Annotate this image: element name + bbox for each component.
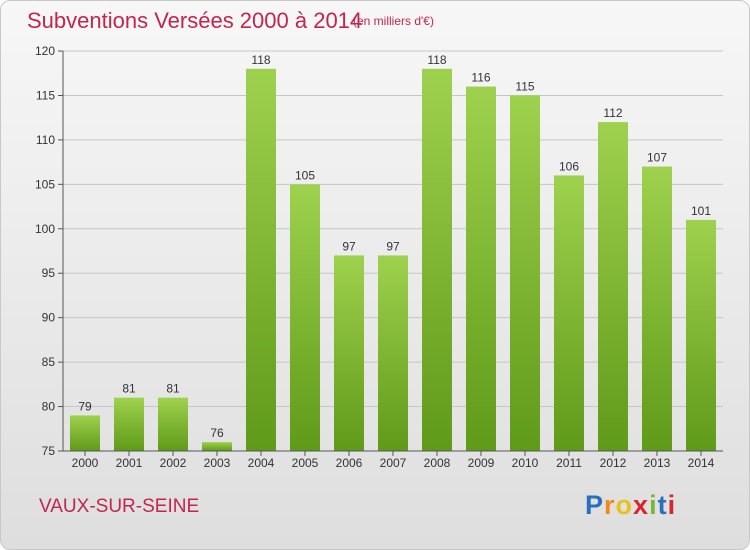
y-tick-label: 95 — [42, 266, 56, 280]
bar — [246, 68, 276, 452]
bar — [642, 166, 672, 452]
x-tick-label: 2000 — [72, 456, 99, 470]
y-tick-label: 100 — [35, 222, 55, 236]
y-tick-label: 110 — [36, 133, 55, 147]
x-tick-label: 2013 — [644, 456, 671, 470]
bar — [510, 95, 540, 451]
bar — [290, 184, 320, 452]
proxiti-logo: Proxiti — [585, 490, 676, 521]
data-label: 81 — [166, 382, 180, 396]
data-label: 101 — [691, 204, 711, 218]
data-label: 76 — [210, 426, 224, 440]
logo-letter: x — [633, 490, 650, 520]
axes — [58, 50, 723, 456]
x-tick-label: 2002 — [160, 456, 187, 470]
x-tick-label: 2005 — [292, 456, 319, 470]
bar — [70, 415, 100, 451]
x-tick-label: 2007 — [380, 456, 407, 470]
data-label: 79 — [78, 399, 92, 413]
x-tick-label: 2012 — [600, 456, 627, 470]
data-label: 116 — [471, 71, 490, 85]
logo-letter: o — [615, 490, 634, 520]
x-tick-label: 2010 — [512, 456, 539, 470]
bar — [598, 122, 628, 451]
labels: 75 80 85 90 95 100 105 110 115 120 79 2000 81 2001 81 2… — [35, 44, 715, 470]
chart-title: Subventions Versées 2000 à 2014 — [27, 8, 363, 33]
x-tick-label: 2014 — [688, 456, 715, 470]
x-tick-label: 2008 — [424, 456, 451, 470]
bar — [554, 175, 584, 451]
y-tick-label: 90 — [42, 311, 56, 325]
logo-letter: i — [649, 490, 658, 520]
data-label: 107 — [647, 151, 667, 165]
logo-letter: t — [657, 490, 668, 520]
y-tick-label: 85 — [42, 355, 56, 369]
y-tick-label: 75 — [42, 444, 56, 458]
bars — [70, 68, 716, 452]
bar — [334, 255, 364, 451]
x-tick-label: 2011 — [556, 456, 582, 470]
logo-letter: r — [604, 490, 616, 520]
x-tick-label: 2003 — [204, 456, 231, 470]
logo-letter: i — [667, 490, 677, 520]
y-tick-label: 115 — [36, 88, 55, 102]
data-label: 112 — [603, 106, 622, 120]
bar — [202, 442, 232, 451]
logo-letter: P — [585, 490, 605, 520]
data-label: 105 — [295, 168, 315, 182]
data-label: 115 — [515, 79, 534, 93]
y-tick-label: 120 — [35, 44, 55, 58]
data-label: 97 — [386, 239, 400, 253]
bar — [686, 219, 716, 451]
bar — [378, 255, 408, 451]
bar — [114, 397, 144, 451]
data-label: 118 — [427, 53, 446, 67]
y-tick-label: 105 — [35, 177, 55, 191]
data-label: 106 — [559, 159, 579, 173]
data-label: 118 — [251, 53, 270, 67]
data-label: 97 — [342, 239, 356, 253]
x-tick-label: 2004 — [248, 456, 275, 470]
x-tick-label: 2006 — [336, 456, 363, 470]
y-tick-label: 80 — [42, 400, 56, 414]
commune-name: VAUX-SUR-SEINE — [39, 496, 200, 517]
bar — [158, 397, 188, 451]
data-label: 81 — [122, 382, 136, 396]
x-tick-label: 2001 — [116, 456, 143, 470]
x-tick-label: 2009 — [468, 456, 495, 470]
chart-subtitle: (en milliers d'€) — [353, 14, 434, 28]
bar — [466, 86, 496, 452]
bar — [422, 68, 452, 452]
